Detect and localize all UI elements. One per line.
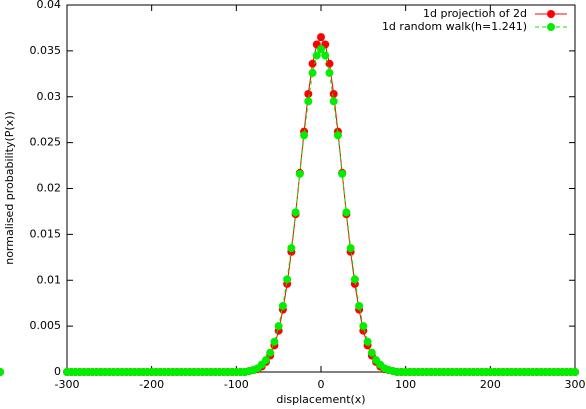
data-point <box>367 348 376 357</box>
y-tick-label: 0.035 <box>30 44 62 57</box>
data-point <box>287 244 296 253</box>
data-point <box>329 89 338 98</box>
y-tick-label: 0.01 <box>37 273 62 286</box>
data-point <box>278 301 287 310</box>
x-tick-label: -100 <box>224 378 249 391</box>
data-point <box>359 322 368 331</box>
data-point <box>333 131 342 140</box>
legend-label: 1d projection of 2d <box>423 7 527 20</box>
data-point <box>291 208 300 217</box>
data-point <box>300 131 309 140</box>
data-point <box>329 97 338 106</box>
series-line <box>67 48 575 373</box>
data-point <box>317 33 325 42</box>
data-point <box>363 337 372 346</box>
data-point <box>304 97 313 106</box>
data-point <box>350 275 359 284</box>
legend-label: 1d random walk(h=1.241) <box>382 20 527 33</box>
data-point <box>304 89 313 98</box>
legend-marker <box>547 23 555 31</box>
data-point <box>266 348 275 357</box>
x-tick-label: -300 <box>55 378 80 391</box>
data-point <box>270 337 279 346</box>
data-point <box>342 208 351 217</box>
y-tick-label: 0.02 <box>37 182 62 195</box>
data-point <box>321 51 330 60</box>
data-point <box>274 322 283 331</box>
x-axis-label: displacement(x) <box>276 393 365 406</box>
data-point <box>317 45 325 54</box>
data-point <box>325 68 334 77</box>
plot-frame <box>66 4 576 373</box>
data-point <box>312 51 321 60</box>
data-point <box>283 275 292 284</box>
data-point <box>346 244 355 253</box>
y-tick-label: 0.025 <box>30 136 62 149</box>
data-point <box>0 368 4 376</box>
y-tick-label: 0.005 <box>30 319 62 332</box>
data-point <box>338 169 347 178</box>
series-line <box>67 36 575 373</box>
data-point <box>261 356 270 365</box>
x-tick-label: 100 <box>395 378 416 391</box>
y-tick-label: 0.015 <box>30 227 62 240</box>
legend-marker <box>547 10 555 18</box>
y-tick-label: 0.03 <box>37 90 62 103</box>
y-tick-label: 0 <box>54 365 61 378</box>
x-tick-label: 200 <box>480 378 501 391</box>
x-tick-label: -200 <box>139 378 164 391</box>
data-point <box>571 368 579 376</box>
y-tick-label: 0.04 <box>37 0 62 11</box>
data-point <box>355 301 364 310</box>
x-tick-label: 300 <box>565 378 586 391</box>
data-point <box>308 68 317 77</box>
data-point <box>325 59 334 68</box>
y-axis-label: normalised probability(P(x)) <box>3 111 16 265</box>
data-point <box>308 59 317 68</box>
x-tick-label: 0 <box>318 378 325 391</box>
data-point <box>295 169 304 178</box>
